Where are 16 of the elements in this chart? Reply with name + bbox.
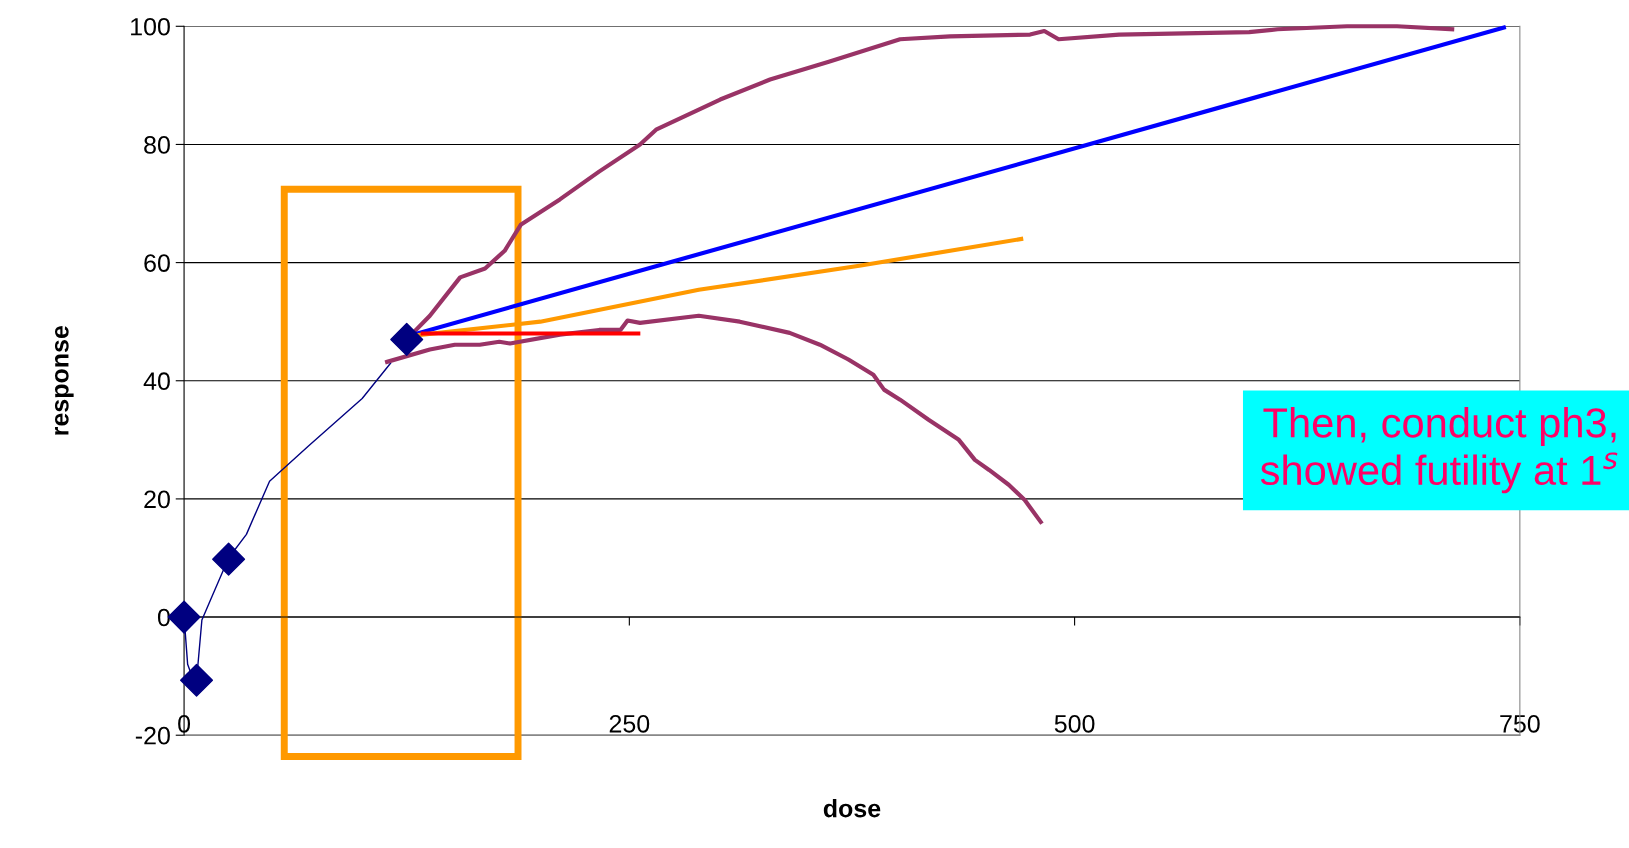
x-axis-title: dose (823, 799, 881, 818)
y-tick-label: 20 (144, 490, 170, 509)
y-tick-label: 40 (143, 372, 170, 391)
x-tick-label: 250 (609, 714, 650, 733)
y-tick-label: 100 (131, 17, 170, 36)
point (212, 542, 246, 576)
y-axis-title: response (54, 326, 74, 435)
point (390, 322, 424, 356)
y-tick-label: 80 (144, 136, 170, 154)
line-series (385, 313, 1043, 525)
x-tick-label: 750 (1500, 714, 1540, 733)
annotation: Then, conduct ph3, showed futility at 1$^{s}$ (1260, 407, 1618, 494)
x-tick-label: 500 (1054, 714, 1095, 733)
y-tick-label: -20 (135, 726, 170, 745)
y-tick-label: 60 (144, 254, 170, 272)
point (180, 663, 214, 697)
